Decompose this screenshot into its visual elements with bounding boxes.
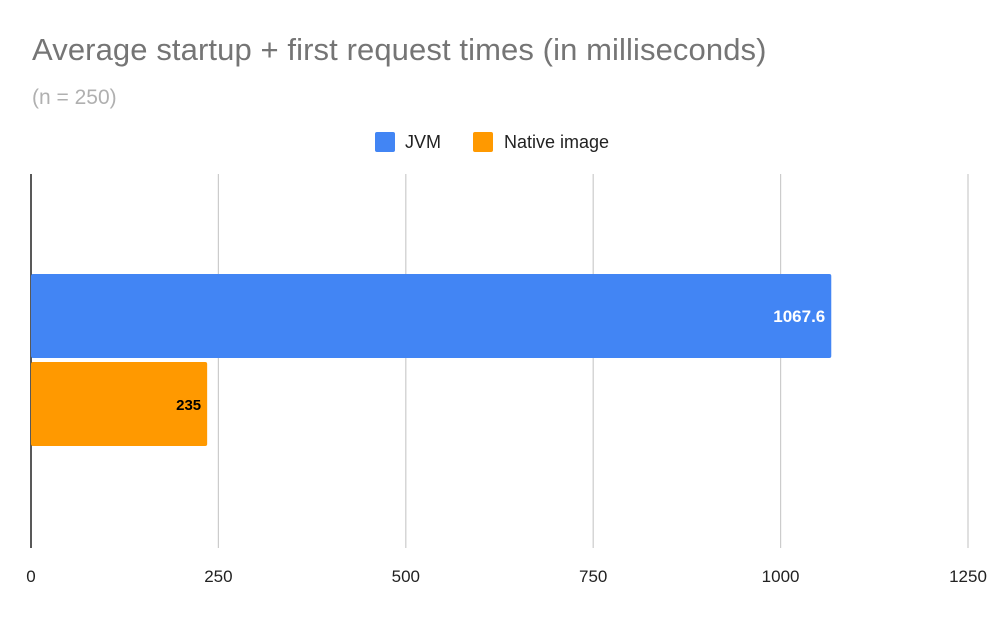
legend-label: JVM bbox=[405, 132, 441, 152]
legend-label: Native image bbox=[504, 132, 609, 152]
data-label: 235 bbox=[176, 397, 201, 414]
x-tick-label: 1000 bbox=[762, 567, 800, 586]
legend-swatch bbox=[473, 132, 493, 152]
x-tick-label: 1250 bbox=[949, 567, 987, 586]
x-tick-label: 500 bbox=[392, 567, 420, 586]
data-label: 1067.6 bbox=[773, 307, 825, 326]
legend-swatch bbox=[375, 132, 395, 152]
bar-jvm bbox=[31, 274, 832, 358]
chart-title: Average startup + first request times (i… bbox=[32, 32, 767, 67]
x-tick-label: 0 bbox=[26, 567, 35, 586]
x-tick-label: 750 bbox=[579, 567, 607, 586]
chart-subtitle: (n = 250) bbox=[32, 86, 117, 109]
x-tick-label: 250 bbox=[204, 567, 232, 586]
bar-native-image bbox=[31, 362, 208, 446]
